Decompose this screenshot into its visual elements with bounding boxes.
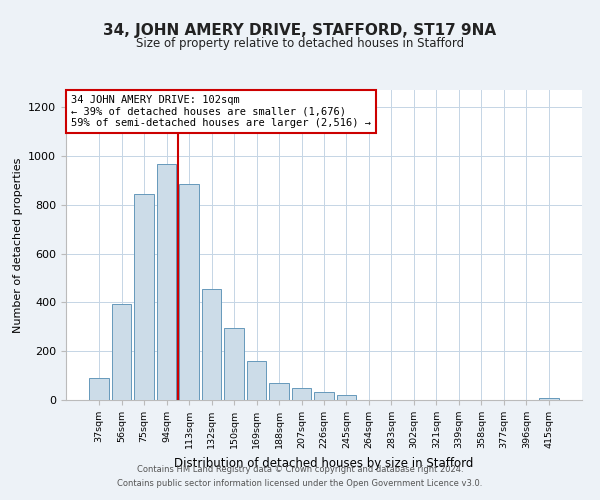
Bar <box>292 388 311 400</box>
Bar <box>179 184 199 400</box>
Bar <box>247 361 266 400</box>
X-axis label: Distribution of detached houses by size in Stafford: Distribution of detached houses by size … <box>175 456 473 469</box>
Bar <box>112 304 131 400</box>
Bar <box>269 384 289 400</box>
Bar <box>224 328 244 400</box>
Text: Contains HM Land Registry data © Crown copyright and database right 2024.
Contai: Contains HM Land Registry data © Crown c… <box>118 466 482 487</box>
Y-axis label: Number of detached properties: Number of detached properties <box>13 158 23 332</box>
Bar <box>89 378 109 400</box>
Text: 34, JOHN AMERY DRIVE, STAFFORD, ST17 9NA: 34, JOHN AMERY DRIVE, STAFFORD, ST17 9NA <box>103 22 497 38</box>
Bar <box>134 194 154 400</box>
Text: Size of property relative to detached houses in Stafford: Size of property relative to detached ho… <box>136 38 464 51</box>
Bar <box>539 398 559 400</box>
Bar <box>314 392 334 400</box>
Bar <box>157 164 176 400</box>
Bar <box>337 395 356 400</box>
Text: 34 JOHN AMERY DRIVE: 102sqm
← 39% of detached houses are smaller (1,676)
59% of : 34 JOHN AMERY DRIVE: 102sqm ← 39% of det… <box>71 94 371 128</box>
Bar <box>202 289 221 400</box>
